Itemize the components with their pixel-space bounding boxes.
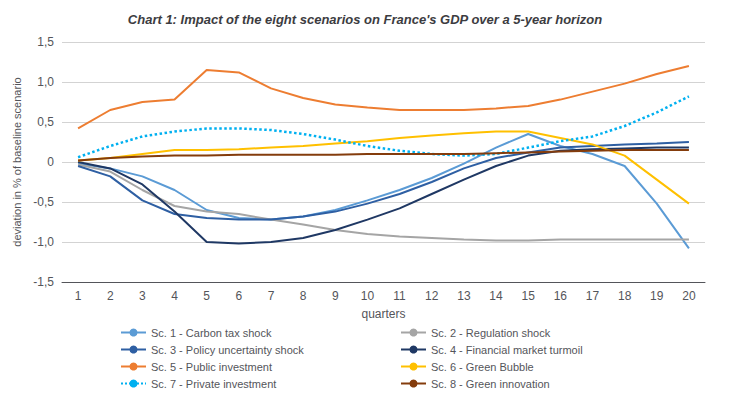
svg-text:0,5: 0,5 xyxy=(37,115,54,129)
svg-text:6: 6 xyxy=(235,289,242,303)
svg-text:19: 19 xyxy=(650,289,664,303)
svg-text:Sc. 5 - Public investment: Sc. 5 - Public investment xyxy=(151,361,272,373)
svg-text:20: 20 xyxy=(682,289,696,303)
svg-text:Sc. 3 - Policy uncertainty sho: Sc. 3 - Policy uncertainty shock xyxy=(151,344,304,356)
svg-text:-1,5: -1,5 xyxy=(33,275,54,289)
svg-text:7: 7 xyxy=(268,289,275,303)
svg-text:Sc. 6 - Green Bubble: Sc. 6 - Green Bubble xyxy=(431,361,534,373)
svg-text:18: 18 xyxy=(618,289,632,303)
svg-text:9: 9 xyxy=(332,289,339,303)
svg-text:3: 3 xyxy=(139,289,146,303)
svg-text:deviation in % of baseline sce: deviation in % of baseline scenario xyxy=(11,77,23,246)
svg-text:10: 10 xyxy=(361,289,375,303)
svg-text:Sc. 2 - Regulation shock: Sc. 2 - Regulation shock xyxy=(431,327,551,339)
svg-text:17: 17 xyxy=(586,289,600,303)
svg-text:-1,0: -1,0 xyxy=(33,235,54,249)
svg-text:Chart 1: Impact of the eight s: Chart 1: Impact of the eight scenarios o… xyxy=(128,12,602,27)
svg-text:2: 2 xyxy=(107,289,114,303)
svg-text:Sc. 1 - Carbon tax shock: Sc. 1 - Carbon tax shock xyxy=(151,327,272,339)
svg-text:1,5: 1,5 xyxy=(37,35,54,49)
svg-text:Sc. 7 - Private investment: Sc. 7 - Private investment xyxy=(151,378,276,390)
svg-text:13: 13 xyxy=(457,289,471,303)
svg-text:1: 1 xyxy=(75,289,82,303)
svg-text:15: 15 xyxy=(521,289,535,303)
svg-text:Sc. 4 - Financial market turmo: Sc. 4 - Financial market turmoil xyxy=(431,344,583,356)
svg-text:1,0: 1,0 xyxy=(37,75,54,89)
svg-text:16: 16 xyxy=(554,289,568,303)
svg-text:11: 11 xyxy=(393,289,406,303)
svg-text:4: 4 xyxy=(171,289,178,303)
svg-text:14: 14 xyxy=(489,289,503,303)
svg-text:Sc. 8 - Green innovation: Sc. 8 - Green innovation xyxy=(431,378,550,390)
svg-text:12: 12 xyxy=(425,289,439,303)
svg-text:5: 5 xyxy=(203,289,210,303)
svg-text:8: 8 xyxy=(300,289,307,303)
svg-text:quarters: quarters xyxy=(361,307,405,321)
svg-text:-0,5: -0,5 xyxy=(33,195,54,209)
svg-text:0: 0 xyxy=(47,155,54,169)
